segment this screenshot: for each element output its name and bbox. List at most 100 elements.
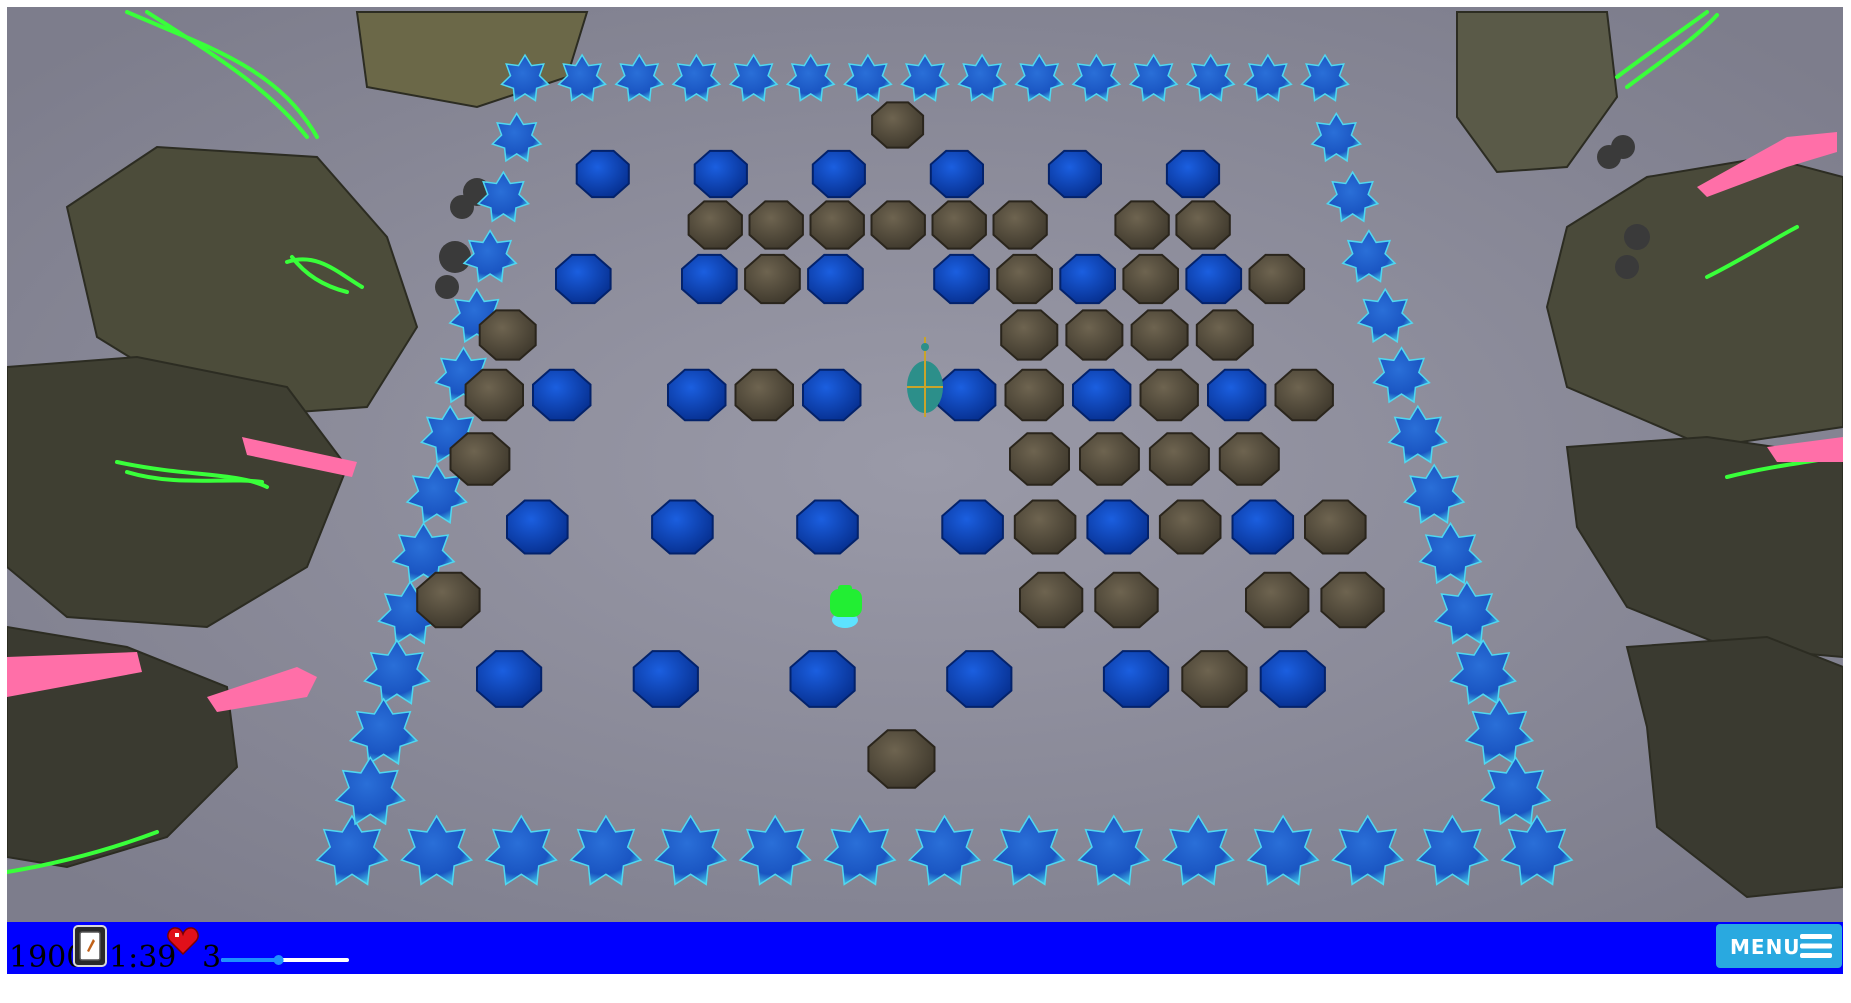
- crystal-wall: [957, 53, 1007, 102]
- blue-block: [1207, 368, 1267, 422]
- boulder-block: [1079, 432, 1140, 486]
- blue-block: [651, 499, 714, 555]
- crystal-wall: [500, 53, 550, 102]
- boulder-block: [1274, 368, 1334, 422]
- crystal-wall: [1418, 521, 1483, 585]
- hud-bar: 1900 1:39 3 MENU: [7, 922, 1843, 974]
- blue-block: [555, 253, 612, 305]
- boulder-block: [1139, 368, 1199, 422]
- crystal-wall: [1325, 170, 1380, 223]
- heart-icon: [167, 927, 199, 956]
- boulder-block: [809, 200, 865, 250]
- blue-block: [929, 149, 984, 199]
- boulder-block: [1000, 309, 1059, 361]
- boulder-block: [1245, 571, 1310, 629]
- game-scene: [7, 7, 1843, 922]
- blue-block: [1102, 650, 1170, 708]
- crystal-wall: [1464, 697, 1535, 766]
- crystal-wall: [490, 112, 543, 163]
- crystal-wall: [1387, 404, 1449, 464]
- crystal-wall: [1480, 756, 1552, 826]
- boulder-block: [1065, 309, 1124, 361]
- volume-slider[interactable]: [221, 955, 349, 965]
- crystal-wall: [405, 463, 468, 525]
- arena: [315, 53, 1574, 886]
- blue-block: [937, 368, 997, 422]
- crystal-wall: [334, 756, 406, 826]
- menu-button[interactable]: MENU: [1716, 924, 1842, 968]
- blue-block: [575, 149, 630, 199]
- crystal-wall: [1128, 53, 1179, 102]
- hamburger-menu-icon: [1800, 934, 1832, 958]
- crystal-wall: [907, 814, 982, 886]
- blue-block: [1231, 499, 1295, 555]
- boulder-block: [744, 253, 801, 305]
- crystal-wall: [1246, 814, 1320, 886]
- pebble-clusters: [435, 135, 1650, 299]
- crystal-wall: [1077, 814, 1151, 886]
- crystal-wall: [1449, 638, 1517, 705]
- crystal-wall: [1243, 53, 1293, 102]
- boulder-block: [449, 432, 511, 486]
- blue-block: [532, 368, 592, 422]
- blue-block: [1185, 253, 1243, 305]
- crystal-wall: [348, 697, 419, 766]
- crystal-wall: [1341, 229, 1397, 283]
- boulder-block: [996, 253, 1053, 305]
- boulder-block: [464, 368, 524, 422]
- crystal-wall: [1300, 53, 1350, 102]
- volume-slider-thumb: [273, 955, 284, 965]
- blue-block: [811, 149, 866, 199]
- game-viewport[interactable]: [7, 7, 1843, 922]
- crystal-wall: [1071, 53, 1122, 102]
- blue-block: [1165, 149, 1221, 199]
- crystal-wall: [315, 814, 389, 886]
- crystal-wall: [1433, 580, 1500, 645]
- boulder-block: [1114, 200, 1170, 250]
- blue-block: [476, 650, 543, 708]
- boulder-block: [1195, 309, 1254, 361]
- card-icon: [73, 925, 107, 967]
- boulder-block: [1019, 571, 1084, 629]
- blue-block: [681, 253, 738, 305]
- boulder-block: [1004, 368, 1064, 422]
- blue-block: [1086, 499, 1149, 555]
- coral-decorations: [7, 132, 1843, 712]
- crystal-wall: [823, 814, 897, 886]
- blue-block: [802, 368, 862, 422]
- boulder-block: [687, 200, 743, 250]
- crystal-wall: [400, 814, 474, 886]
- boulder-block: [748, 200, 804, 250]
- crystal-wall: [1014, 53, 1065, 102]
- blue-block: [1259, 650, 1326, 708]
- boulder-block: [1181, 650, 1248, 708]
- crystal-wall: [448, 287, 506, 344]
- crystal-wall: [992, 814, 1066, 886]
- crystal-wall: [476, 170, 531, 223]
- boulder-block: [1218, 432, 1280, 486]
- crystal-wall: [1356, 287, 1414, 344]
- boulder-block: [870, 200, 926, 250]
- blue-block: [1059, 253, 1116, 305]
- boulder-block: [1158, 499, 1222, 555]
- boulder-block: [1122, 253, 1179, 305]
- blue-block: [796, 499, 859, 555]
- boulder-block: [931, 200, 987, 250]
- sea-creature-enemy: [907, 337, 943, 417]
- crystal-wall: [1310, 112, 1363, 163]
- boulder-block: [478, 309, 537, 361]
- menu-button-label: MENU: [1730, 935, 1801, 959]
- crystal-wall: [614, 53, 665, 102]
- crystal-wall: [1161, 814, 1235, 886]
- blue-block: [667, 368, 727, 422]
- blue-block: [789, 650, 856, 708]
- boulder-block: [1320, 571, 1385, 629]
- boulder-block: [1248, 253, 1306, 305]
- crystal-wall: [1415, 814, 1489, 886]
- crystal-wall: [1331, 814, 1405, 886]
- boulder-block: [871, 101, 925, 149]
- blue-block: [506, 499, 569, 555]
- crystal-wall: [900, 53, 950, 102]
- boulder-block: [1094, 571, 1159, 629]
- blue-block: [1047, 149, 1102, 199]
